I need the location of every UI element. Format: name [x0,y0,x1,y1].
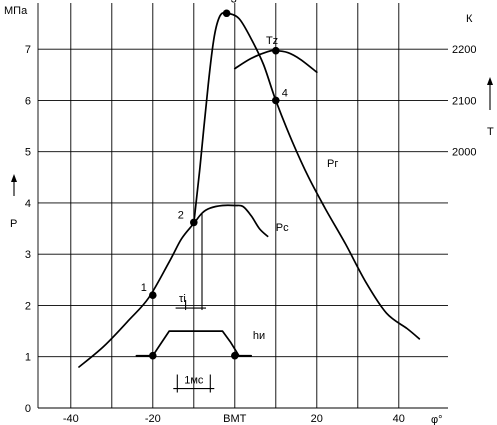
y-axis-unit: МПа [4,5,28,17]
y-tick-label: 5 [25,147,31,159]
key-point-label: 1 [141,282,147,294]
series-label-Pг: Pг [327,158,338,170]
right-tick-label: 2000 [452,147,476,159]
tau-label: τi [179,293,186,305]
key-point-label: 3 [231,0,237,5]
y-tick-label: 7 [25,44,31,56]
axes [37,3,448,409]
right-axis-label: T [487,126,494,138]
series-names: Pc Pг Tz hи [253,35,339,342]
y-tick-label: 3 [25,249,31,261]
series-label-hи: hи [253,330,265,342]
y-tick-label: 4 [25,198,31,210]
ms-label: 1мс [184,375,204,387]
x-tick-label: 40 [393,413,405,425]
right-axis-unit: К [466,13,473,25]
key-point [222,9,231,18]
key-point-label: 4 [282,87,288,99]
y-axis-label: P [10,218,17,230]
right-tick-label: 2200 [452,44,476,56]
key-point [190,218,198,227]
key-point [149,351,157,360]
key-point [149,291,157,300]
x-tick-label: ВМТ [223,413,247,425]
x-tick-labels: -40 -20 ВМТ 20 40 [63,413,405,425]
x-tick-label: -40 [63,413,79,425]
y-tick-label: 0 [25,403,31,415]
key-point [272,96,280,105]
grid [38,3,448,409]
series-label-Tz: Tz [266,35,278,47]
series-line-Pг [192,12,421,340]
y-tick-label: 2 [25,300,31,312]
series-line-Pc [78,204,269,368]
key-point [231,351,239,360]
series-lines [78,12,421,368]
x-axis-label: φ° [431,414,443,425]
right-tick-label: 2100 [452,95,476,107]
right-axis-arrow-icon [487,77,493,110]
annotation-marks: τi 1мс [173,213,215,393]
key-points: 1 2 3 4 [141,0,288,360]
y-axis-arrow-icon [11,174,17,196]
x-tick-label: 20 [311,413,323,425]
right-tick-labels: 2000 2100 2200 [452,44,476,159]
key-point [272,46,280,55]
y-tick-label: 1 [25,352,31,364]
series-label-Pc: Pc [276,222,289,234]
key-point-label: 2 [178,209,184,221]
y-tick-labels: 0 1 2 3 4 5 6 7 [25,44,31,415]
y-tick-label: 6 [25,95,31,107]
x-tick-label: -20 [145,413,161,425]
